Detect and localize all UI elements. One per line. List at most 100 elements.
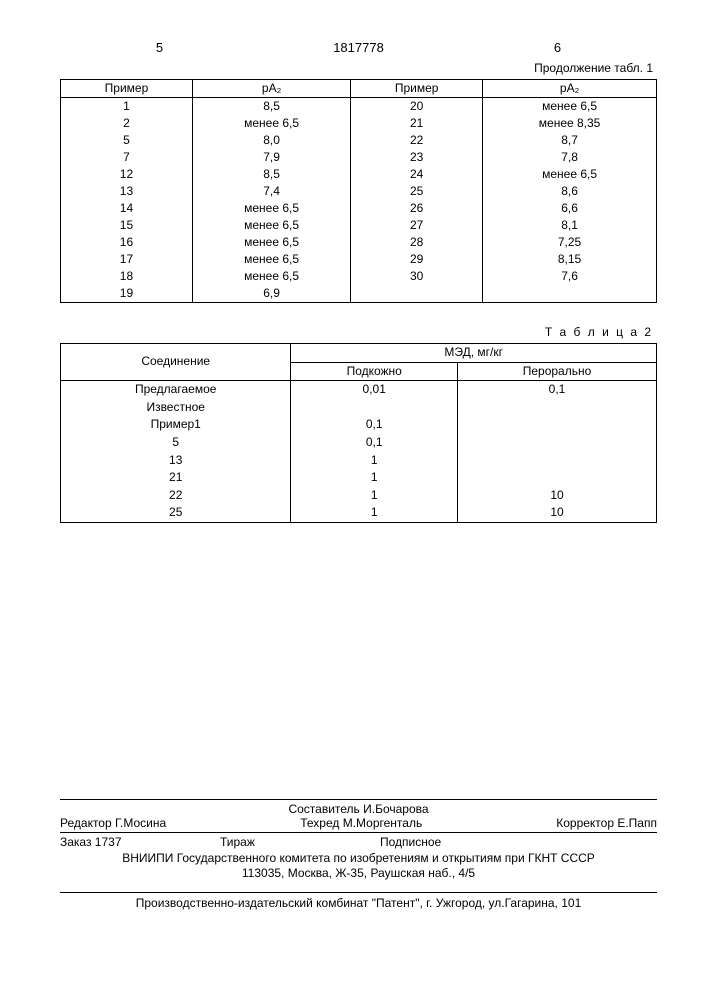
table-cell: 28 — [351, 234, 483, 251]
org-line2: 113035, Москва, Ж-35, Раушская наб., 4/5 — [60, 866, 657, 882]
table-cell: менее 8,35 — [483, 115, 657, 132]
org-line1: ВНИИПИ Государственного комитета по изоб… — [60, 851, 657, 867]
table-cell — [483, 285, 657, 303]
publisher: Производственно-издательский комбинат "П… — [60, 892, 657, 910]
table-cell: 0,1 — [291, 416, 458, 434]
table2: Соединение МЭД, мг/кг Подкожно Пероральн… — [60, 343, 657, 523]
table-row: 18,520менее 6,5 — [61, 98, 657, 116]
tirazh: Тираж — [220, 835, 380, 849]
table-cell: 19 — [61, 285, 193, 303]
table-cell: 17 — [61, 251, 193, 268]
page-number-right: 6 — [458, 40, 657, 55]
table-row: Предлагаемое0,010,1 — [61, 381, 657, 399]
table-cell: 15 — [61, 217, 193, 234]
table-cell: менее 6,5 — [192, 251, 350, 268]
table-row: 14менее 6,5266,6 — [61, 200, 657, 217]
subscription: Подписное — [380, 835, 657, 849]
table-cell: 5 — [61, 132, 193, 149]
table-cell: 24 — [351, 166, 483, 183]
table-cell: 6,6 — [483, 200, 657, 217]
table-cell: Известное — [61, 399, 291, 417]
table-cell: 7,6 — [483, 268, 657, 285]
table-row: 18менее 6,5307,6 — [61, 268, 657, 285]
table-cell: 21 — [351, 115, 483, 132]
table-cell: 27 — [351, 217, 483, 234]
table1-col2: Пример — [351, 80, 483, 98]
table-cell: 7,25 — [483, 234, 657, 251]
table1-caption: Продолжение табл. 1 — [60, 61, 653, 75]
table-cell — [458, 469, 657, 487]
table-row: 196,9 — [61, 285, 657, 303]
table-cell — [458, 452, 657, 470]
table-cell: 8,6 — [483, 183, 657, 200]
table-row: Пример10,1 — [61, 416, 657, 434]
table-cell: 8,7 — [483, 132, 657, 149]
table-cell — [458, 434, 657, 452]
table-cell: 23 — [351, 149, 483, 166]
table-cell: 1 — [291, 487, 458, 505]
table-cell: менее 6,5 — [192, 200, 350, 217]
table-cell: 7 — [61, 149, 193, 166]
table-cell: 21 — [61, 469, 291, 487]
table-row: 128,524менее 6,5 — [61, 166, 657, 183]
table-cell: 8,5 — [192, 98, 350, 116]
table-cell: 30 — [351, 268, 483, 285]
table-cell: менее 6,5 — [192, 234, 350, 251]
table-cell: 8,15 — [483, 251, 657, 268]
table-cell: 2 — [61, 115, 193, 132]
table-cell: менее 6,5 — [483, 166, 657, 183]
table-cell: 8,0 — [192, 132, 350, 149]
table-cell: 13 — [61, 183, 193, 200]
table-cell: 7,9 — [192, 149, 350, 166]
table-row: 15менее 6,5278,1 — [61, 217, 657, 234]
table1-col1: pA₂ — [192, 80, 350, 98]
table-cell: 7,4 — [192, 183, 350, 200]
table-cell: 7,8 — [483, 149, 657, 166]
table-cell — [458, 399, 657, 417]
order-number: Заказ 1737 — [60, 835, 220, 849]
table-cell: менее 6,5 — [192, 268, 350, 285]
table1-col3: pA₂ — [483, 80, 657, 98]
table-cell — [458, 416, 657, 434]
table-cell: 14 — [61, 200, 193, 217]
table-row: 2менее 6,521менее 8,35 — [61, 115, 657, 132]
table-row: 25110 — [61, 504, 657, 522]
table-cell — [351, 285, 483, 303]
table-row: 58,0228,7 — [61, 132, 657, 149]
table-row: 22110 — [61, 487, 657, 505]
table-row: 17менее 6,5298,15 — [61, 251, 657, 268]
page-number-left: 5 — [60, 40, 259, 55]
table2-col-compound: Соединение — [61, 344, 291, 381]
table-cell: 22 — [61, 487, 291, 505]
table-cell: Предлагаемое — [61, 381, 291, 399]
table2-col-med: МЭД, мг/кг — [291, 344, 657, 363]
table-cell: 25 — [351, 183, 483, 200]
table-row: 16менее 6,5287,25 — [61, 234, 657, 251]
table-cell: 18 — [61, 268, 193, 285]
table-row: 77,9237,8 — [61, 149, 657, 166]
table-cell — [291, 399, 458, 417]
table-cell: 1 — [291, 469, 458, 487]
table-cell: 16 — [61, 234, 193, 251]
table-cell: 0,1 — [458, 381, 657, 399]
document-number: 1817778 — [259, 40, 458, 55]
table-cell: Пример1 — [61, 416, 291, 434]
table-cell: 1 — [291, 452, 458, 470]
table2-caption: Т а б л и ц а 2 — [60, 325, 653, 339]
page-header: 5 1817778 6 — [60, 40, 657, 55]
table-cell: 0,01 — [291, 381, 458, 399]
table-cell: 29 — [351, 251, 483, 268]
table-cell: менее 6,5 — [483, 98, 657, 116]
table2-col-oral: Перорально — [458, 362, 657, 381]
editor: Редактор Г.Мосина — [60, 816, 166, 830]
table-cell: 10 — [458, 504, 657, 522]
table-cell: 10 — [458, 487, 657, 505]
table-cell: 1 — [61, 98, 193, 116]
table-cell: менее 6,5 — [192, 217, 350, 234]
table2-col-subq: Подкожно — [291, 362, 458, 381]
table-cell: 25 — [61, 504, 291, 522]
footer: Составитель И.Бочарова Редактор Г.Мосина… — [60, 799, 657, 910]
table-row: Известное — [61, 399, 657, 417]
table-cell: 22 — [351, 132, 483, 149]
table-cell: 0,1 — [291, 434, 458, 452]
